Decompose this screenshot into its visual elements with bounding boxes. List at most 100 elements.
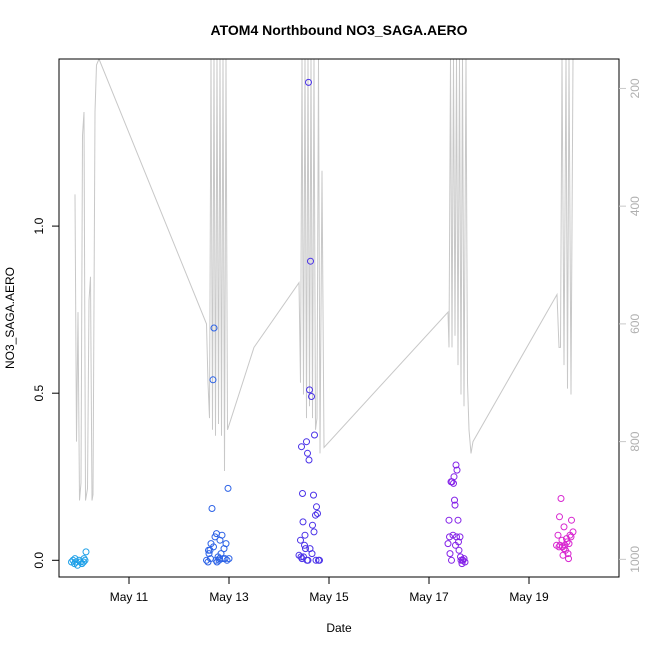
data-point	[306, 386, 313, 394]
data-point	[316, 556, 323, 564]
series-group	[553, 495, 577, 563]
data-point	[561, 541, 569, 549]
data-point	[445, 516, 453, 524]
data-point	[450, 479, 457, 487]
data-point	[80, 558, 87, 566]
data-point	[299, 518, 307, 526]
y-tick-label: 1.0	[32, 217, 46, 234]
data-point	[224, 484, 232, 492]
data-point	[560, 523, 568, 531]
data-point	[308, 393, 315, 400]
data-point	[459, 556, 466, 564]
data-point	[211, 533, 219, 541]
data-point	[307, 257, 314, 265]
y-axis-label: NO3_SAGA.AERO	[3, 267, 17, 369]
data-point	[297, 553, 305, 561]
data-point	[449, 531, 457, 539]
data-point	[564, 550, 572, 558]
secondary-y-tick-label: 800	[628, 431, 642, 451]
secondary-y-tick-label: 600	[628, 314, 642, 334]
series-group	[444, 461, 469, 568]
data-point	[452, 541, 459, 549]
data-point	[208, 505, 216, 512]
data-point	[556, 513, 563, 521]
data-point	[205, 546, 212, 554]
data-point	[309, 521, 316, 529]
data-point	[297, 536, 304, 544]
data-point	[210, 324, 218, 332]
data-point	[222, 540, 230, 548]
data-point	[559, 551, 567, 559]
y-tick-label: 0.0	[32, 552, 46, 569]
series-group	[68, 548, 90, 569]
data-point	[310, 528, 318, 536]
data-point	[311, 431, 318, 439]
data-point	[446, 533, 453, 541]
data-point	[213, 530, 220, 538]
secondary-y-tick-label: 400	[628, 196, 642, 216]
x-tick-label: May 19	[509, 590, 549, 604]
data-point	[452, 461, 460, 469]
data-point	[457, 553, 464, 561]
data-point	[454, 516, 462, 524]
data-point	[207, 555, 214, 563]
data-point	[81, 556, 89, 564]
data-point	[460, 555, 468, 563]
chart-title: ATOM4 Northbound NO3_SAGA.AERO	[211, 22, 468, 38]
data-point	[223, 556, 231, 564]
data-point	[304, 556, 312, 564]
data-point	[225, 555, 233, 563]
data-point	[205, 550, 213, 558]
data-point	[310, 491, 317, 499]
secondary-y-tick-label: 1000	[628, 546, 642, 573]
data-point	[567, 533, 575, 541]
data-point	[71, 555, 79, 563]
x-tick-label: May 13	[209, 590, 249, 604]
y-tick-label: 0.5	[32, 385, 46, 402]
data-point	[565, 555, 572, 563]
data-point	[301, 531, 309, 539]
x-axis: May 11 May 13 May 15 May 17 May 19	[110, 577, 549, 604]
altitude-trace-line	[74, 59, 574, 501]
data-point	[560, 545, 568, 553]
series-group	[203, 324, 233, 566]
x-tick-label: May 17	[409, 590, 449, 604]
data-point	[312, 556, 320, 564]
data-point	[444, 540, 452, 548]
data-point	[448, 556, 455, 564]
data-point	[301, 541, 308, 549]
y-axis: 0.0 0.5 1.0	[32, 217, 59, 569]
data-point	[557, 495, 565, 502]
data-point	[456, 533, 464, 541]
series-group	[295, 78, 323, 564]
data-point	[453, 466, 461, 474]
data-point	[563, 538, 571, 546]
x-tick-label: May 15	[309, 590, 349, 604]
data-point	[80, 555, 88, 563]
data-point	[299, 490, 306, 497]
data-point	[304, 449, 311, 457]
data-point	[455, 546, 463, 554]
secondary-y-axis: 200 400 600 800 1000	[619, 78, 642, 573]
data-point	[450, 473, 458, 481]
data-point	[303, 438, 310, 446]
data-point	[568, 516, 575, 524]
data-point	[451, 496, 458, 504]
data-point	[209, 376, 217, 384]
data-point	[312, 511, 319, 519]
data-point	[216, 555, 223, 563]
data-point	[314, 510, 321, 517]
data-point	[446, 550, 454, 558]
points-layer	[68, 78, 577, 569]
data-point	[554, 531, 562, 539]
x-tick-label: May 11	[110, 590, 149, 604]
data-point	[302, 545, 309, 553]
data-point	[210, 543, 217, 551]
data-point	[82, 548, 90, 556]
x-axis-label: Date	[326, 621, 352, 635]
data-point	[451, 501, 459, 509]
data-point	[203, 556, 210, 564]
data-point	[313, 503, 320, 511]
